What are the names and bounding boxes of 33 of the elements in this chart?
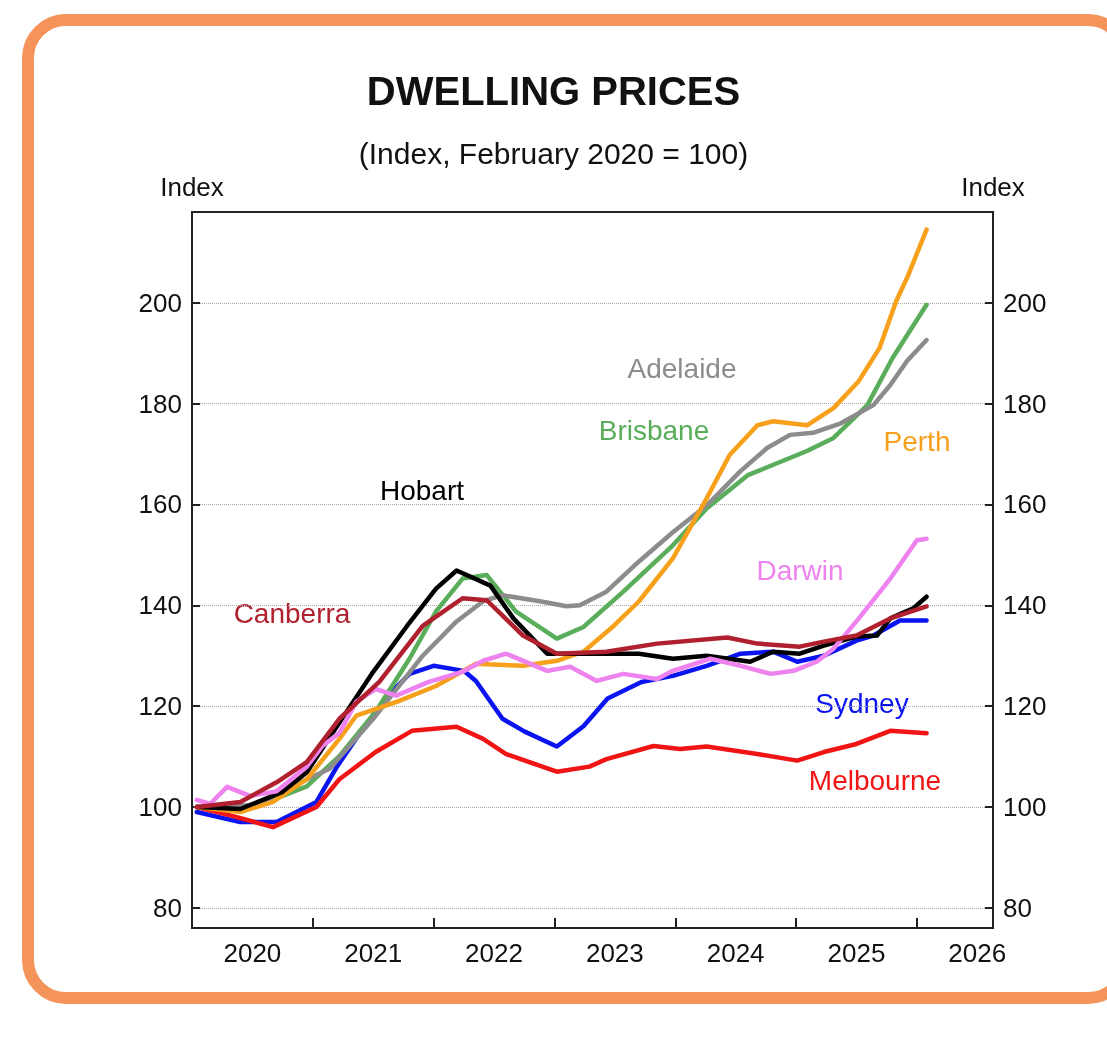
y2-tick-label: 80 [1003, 892, 1032, 923]
series-label: Melbourne [808, 764, 942, 796]
x-tick-label: 2026 [948, 938, 1007, 968]
y2-tick-label: 140 [1003, 590, 1047, 621]
x-tick-label: 2023 [585, 938, 644, 968]
text: Adelaide [627, 352, 737, 384]
x-tick-label: 2025 [827, 938, 886, 968]
chart-subtitle: (Index, February 2020 = 100) [358, 136, 749, 170]
series-label: Perth [883, 425, 951, 457]
y-tick-label: 120 [138, 691, 182, 722]
series-label: Sydney [815, 687, 909, 719]
y-axis-title: Index [160, 172, 224, 202]
text: Hobart [379, 474, 465, 506]
chart-title: DWELLING PRICES [366, 69, 741, 113]
x-tick-label: 2021 [344, 938, 403, 968]
y2-tick-label: 160 [1003, 489, 1047, 520]
y-tick-label: 100 [138, 791, 182, 822]
series-label: Brisbane [598, 414, 710, 446]
x-tick-label: 2020 [223, 938, 282, 968]
y-tick-label: 140 [138, 590, 182, 621]
series-label: Canberra [233, 597, 351, 629]
y2-tick-label: 180 [1003, 388, 1047, 419]
y-tick-label: 180 [138, 388, 182, 419]
y-tick-label: 200 [138, 287, 182, 318]
series-label: Darwin [756, 554, 844, 586]
y-tick-label: 160 [138, 489, 182, 520]
y2-tick-label: 100 [1003, 791, 1047, 822]
x-tick-label: 2024 [706, 938, 765, 968]
y-tick-label: 80 [153, 892, 182, 923]
x-tick-label: 2022 [465, 938, 523, 968]
y2-axis-title: Index [961, 172, 1025, 202]
y2-tick-label: 200 [1003, 287, 1047, 318]
y2-tick-label: 120 [1003, 691, 1047, 722]
